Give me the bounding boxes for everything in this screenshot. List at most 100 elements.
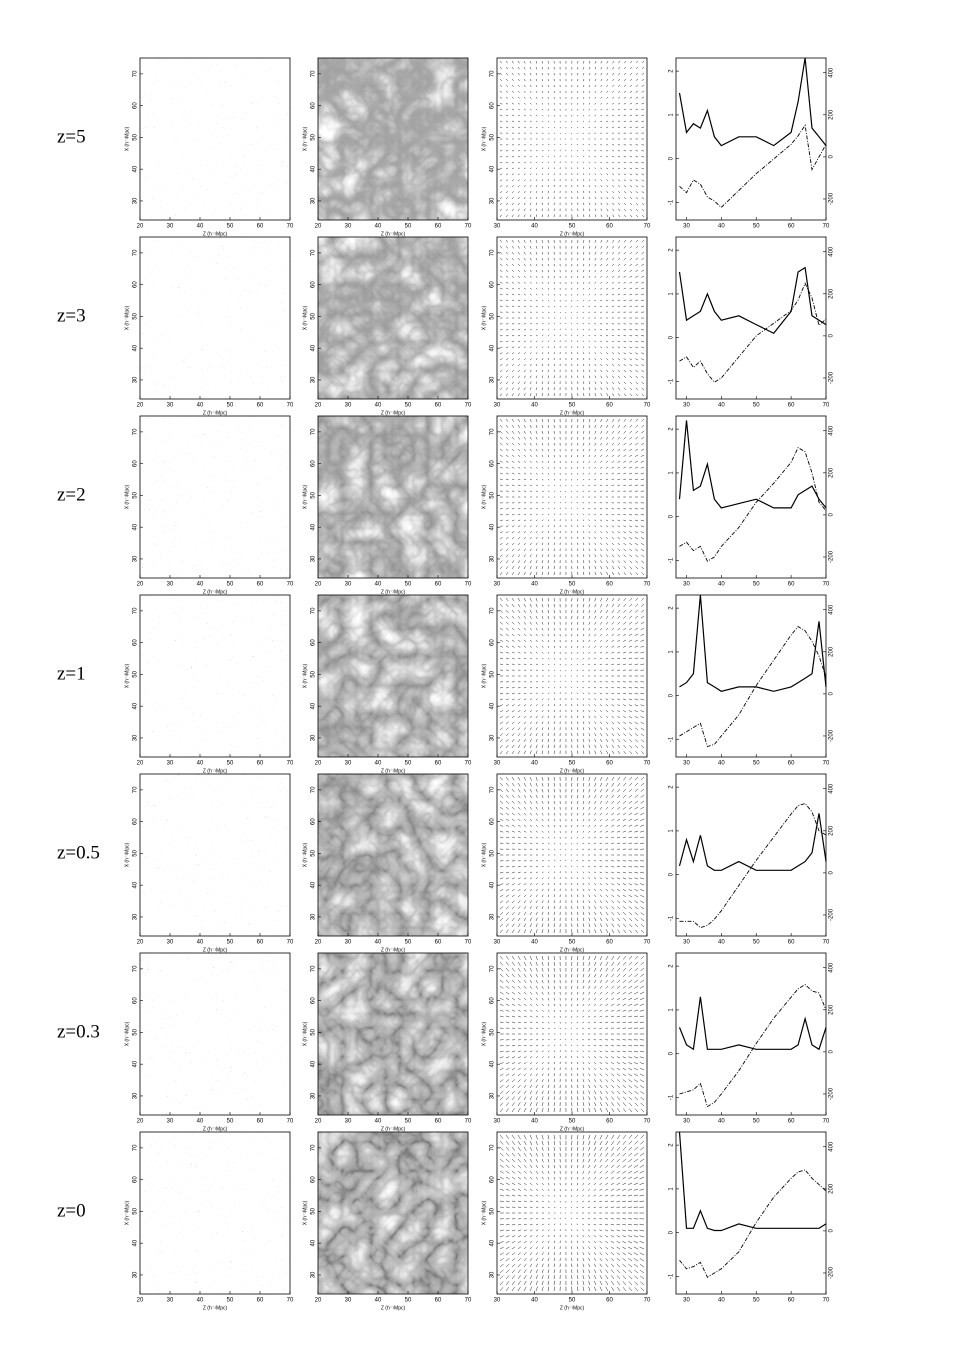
y-tick-label: 60 [133, 639, 139, 646]
row-label: z=0.3 [57, 1021, 100, 1042]
y-tick-label: 40 [490, 344, 496, 351]
y-tick-label: -1 [669, 1273, 675, 1279]
x-tick-label: 30 [683, 1119, 690, 1125]
x-tick-label: 50 [569, 1298, 576, 1304]
x-tick-label: 40 [531, 1119, 538, 1125]
x-tick-label: 70 [287, 1298, 294, 1304]
x-tick-label: 20 [315, 224, 322, 230]
y-tick-label: 2 [669, 69, 675, 73]
y-tick-label: 50 [311, 1028, 317, 1035]
x-axis-label: Z (h⁻¹Mpc) [560, 1305, 585, 1311]
y-tick-label: 40 [311, 344, 317, 351]
x-tick-label: 30 [683, 224, 690, 230]
y2-tick-label: 200 [829, 109, 835, 120]
y-axis-label: X (h⁻¹Mpc) [124, 1021, 130, 1046]
panel-frame [675, 773, 827, 937]
x-tick-label: 40 [197, 224, 204, 230]
x-tick-label: 50 [227, 582, 234, 588]
y-tick-label: 60 [490, 102, 496, 109]
x-tick-label: 60 [788, 940, 795, 946]
density-map [318, 953, 468, 1115]
x-tick-label: 70 [465, 224, 472, 230]
line-chart [676, 57, 827, 220]
density-map [318, 595, 468, 757]
data-line [679, 446, 827, 562]
x-tick-label: 40 [197, 582, 204, 588]
y-axis-label: X (h⁻¹Mpc) [302, 842, 308, 867]
y-tick-label: -1 [669, 557, 675, 563]
y-axis-label: X (h⁻¹Mpc) [302, 126, 308, 151]
x-tick-label: 70 [465, 761, 472, 767]
x-tick-label: 60 [435, 940, 442, 946]
x-tick-label: 20 [315, 1298, 322, 1304]
panel-frame [675, 236, 827, 400]
panel-frame [139, 773, 291, 937]
x-tick-label: 50 [227, 761, 234, 767]
y-tick-label: 2 [669, 248, 675, 252]
y-tick-label: 30 [311, 734, 317, 741]
x-tick-label: 30 [494, 403, 501, 409]
particle-map [140, 595, 290, 757]
x-tick-label: 70 [287, 224, 294, 230]
y-tick-label: -1 [669, 736, 675, 742]
x-tick-label: 50 [405, 224, 412, 230]
y2-tick-label: -200 [829, 1087, 835, 1100]
x-tick-label: 30 [683, 940, 690, 946]
y-tick-label: 30 [311, 376, 317, 383]
row-label: z=2 [57, 484, 86, 505]
y-tick-label: -1 [669, 378, 675, 384]
y-tick-label: 40 [490, 1060, 496, 1067]
row-label: z=0 [57, 1200, 86, 1221]
y2-tick-label: 400 [829, 246, 835, 257]
panel-frame [317, 1131, 469, 1295]
line-chart [676, 1131, 827, 1294]
x-tick-label: 60 [435, 403, 442, 409]
y-tick-label: 70 [311, 607, 317, 614]
x-tick-label: 60 [788, 582, 795, 588]
x-tick-label: 60 [606, 761, 613, 767]
x-tick-label: 40 [718, 1298, 725, 1304]
x-tick-label: 30 [167, 761, 174, 767]
panel-frame [675, 594, 827, 758]
x-tick-label: 60 [257, 761, 264, 767]
x-tick-label: 70 [823, 761, 830, 767]
y-tick-label: -1 [669, 199, 675, 205]
y-tick-label: 30 [133, 1271, 139, 1278]
y-tick-label: 0 [669, 1230, 675, 1234]
y-tick-label: 30 [490, 555, 496, 562]
x-tick-label: 40 [531, 940, 538, 946]
y-tick-label: 40 [133, 1239, 139, 1246]
x-tick-label: 60 [606, 224, 613, 230]
x-axis-label: Z (h⁻¹Mpc) [203, 768, 228, 774]
y-tick-label: 0 [669, 693, 675, 697]
x-tick-label: 40 [375, 761, 382, 767]
y-axis-label: X (h⁻¹Mpc) [124, 1200, 130, 1225]
y-tick-label: 50 [133, 1028, 139, 1035]
y-tick-label: 30 [133, 376, 139, 383]
y-tick-label: 70 [490, 965, 496, 972]
x-tick-label: 30 [494, 761, 501, 767]
y-tick-label: 0 [669, 1051, 675, 1055]
x-tick-label: 40 [197, 761, 204, 767]
y-tick-label: 70 [490, 249, 496, 256]
x-tick-label: 70 [644, 224, 651, 230]
x-axis-label: Z (h⁻¹Mpc) [381, 768, 406, 774]
y2-tick-label: -200 [829, 908, 835, 921]
x-tick-label: 40 [718, 403, 725, 409]
y-axis-label: X (h⁻¹Mpc) [124, 663, 130, 688]
panel-frame [139, 594, 291, 758]
x-tick-label: 40 [197, 1119, 204, 1125]
data-line [679, 984, 827, 1108]
y-axis-label: X (h⁻¹Mpc) [124, 126, 130, 151]
y-tick-label: 40 [311, 1239, 317, 1246]
y2-tick-label: 0 [829, 871, 835, 875]
y-axis-label: X (h⁻¹Mpc) [481, 305, 487, 330]
x-tick-label: 50 [753, 224, 760, 230]
x-tick-label: 70 [823, 403, 830, 409]
x-tick-label: 70 [644, 761, 651, 767]
x-tick-label: 30 [494, 1298, 501, 1304]
y-tick-label: 70 [311, 1144, 317, 1151]
x-tick-label: 40 [531, 1298, 538, 1304]
plot-clip [676, 1132, 826, 1294]
